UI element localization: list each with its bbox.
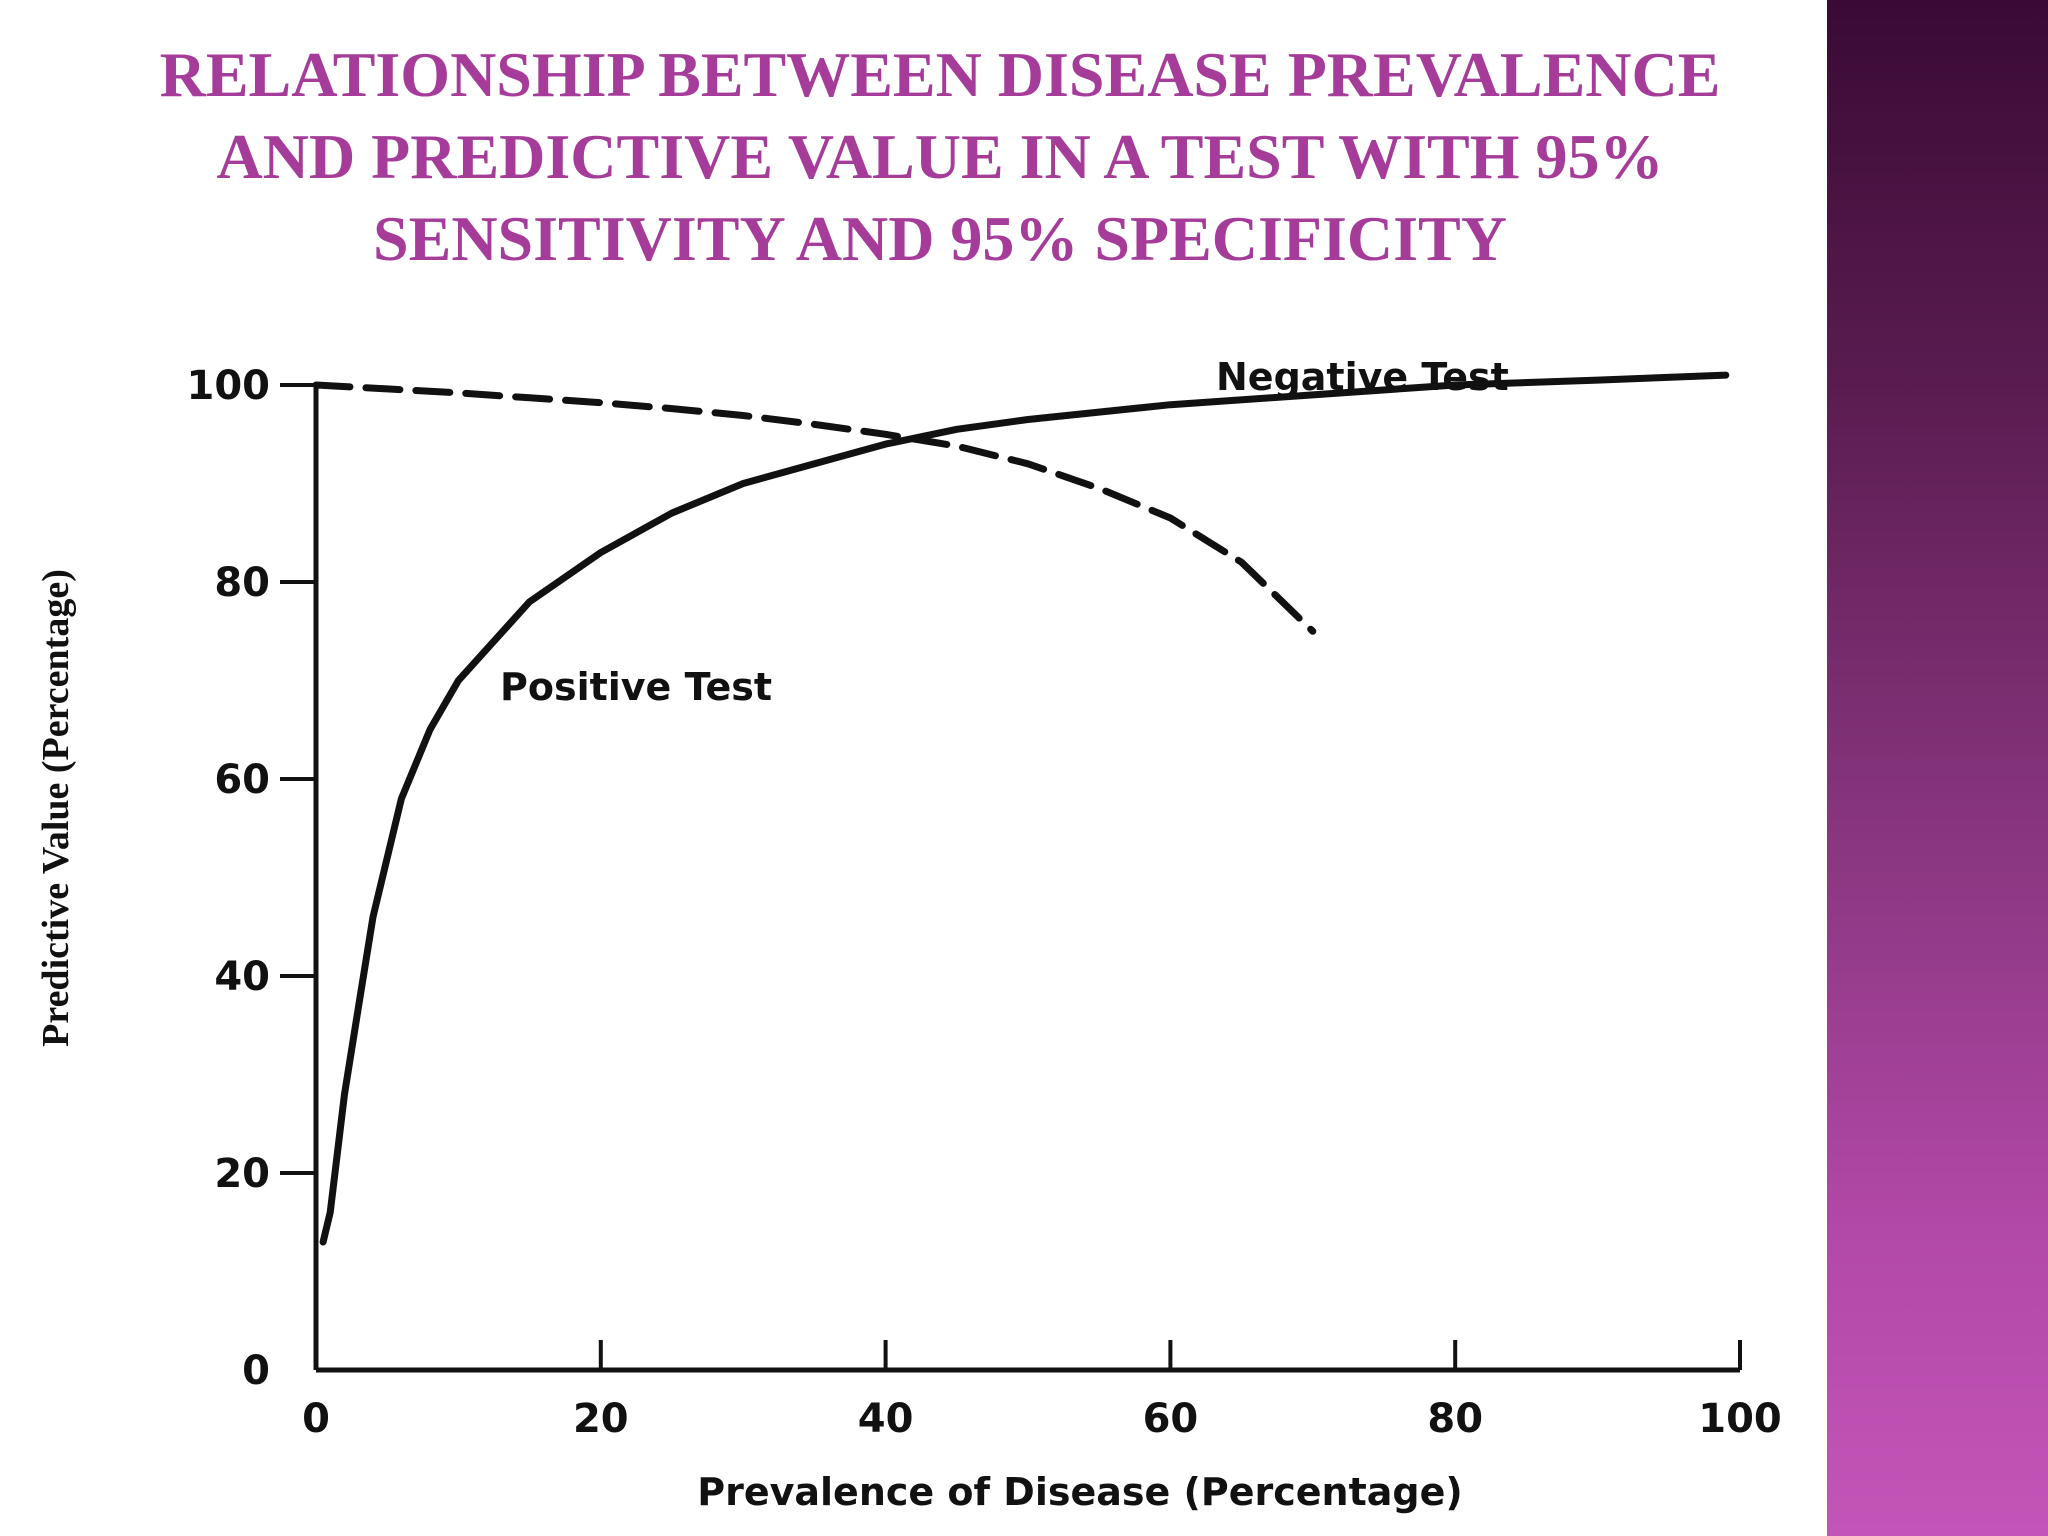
- y-tick-label: 0: [242, 1348, 270, 1394]
- series-label-positive-test: Positive Test: [500, 665, 772, 709]
- chart-axes: [313, 385, 1740, 1373]
- x-tick-label: 80: [1427, 1396, 1483, 1442]
- x-tick-label: 40: [858, 1396, 914, 1442]
- x-axis-title: Prevalence of Disease (Percentage): [697, 1470, 1462, 1514]
- y-tick-label: 40: [214, 954, 270, 1000]
- y-tick-label: 100: [187, 363, 271, 409]
- x-tick-label: 0: [302, 1396, 330, 1442]
- y-tick-label: 80: [214, 560, 270, 606]
- x-tick-label: 60: [1143, 1396, 1199, 1442]
- x-tick-group: 0 20 40 60 80 100: [302, 1340, 1782, 1442]
- x-tick-label: 20: [573, 1396, 629, 1442]
- slide-title: RELATIONSHIP BETWEEN DISEASE PREVALENCE …: [159, 39, 1721, 274]
- series-line-positive-test: [319, 371, 1730, 1246]
- series-label-negative-test: Negative Test: [1216, 355, 1509, 399]
- decorative-side-bar: [1827, 0, 2048, 1536]
- y-tick-group: 0 20 40 60 80 100: [187, 363, 316, 1394]
- x-tick-label: 100: [1698, 1396, 1782, 1442]
- y-axis-title: Predictive Value (Percentage): [35, 569, 77, 1047]
- series-layer: [312, 371, 1730, 1246]
- y-tick-label: 20: [214, 1151, 270, 1197]
- y-tick-label: 60: [214, 757, 270, 803]
- series-line-negative-test: [312, 381, 1317, 635]
